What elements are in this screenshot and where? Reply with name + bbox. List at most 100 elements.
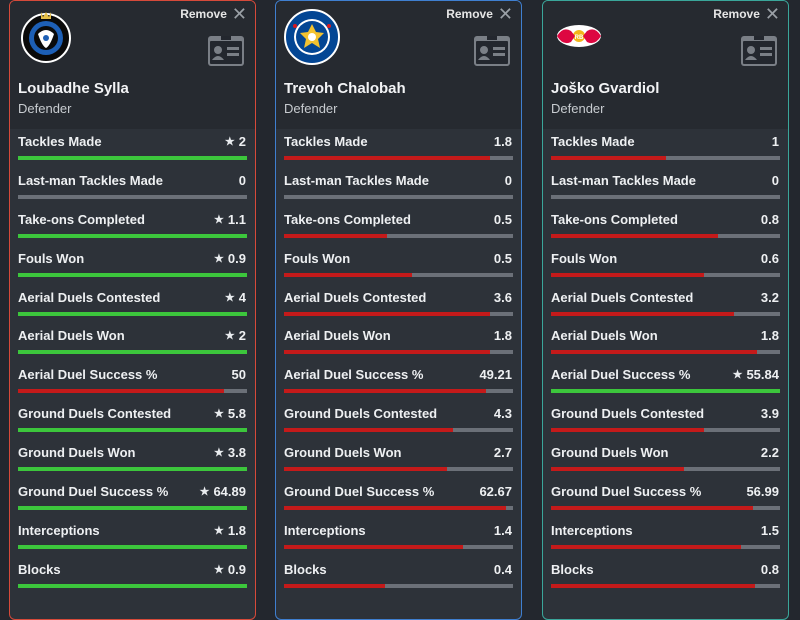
stat-row: Blocks ★ 0.9 bbox=[10, 557, 255, 596]
stat-value: 1.4 bbox=[493, 522, 512, 538]
stat-value: 4.3 bbox=[493, 406, 512, 422]
stat-label: Ground Duel Success % bbox=[284, 484, 435, 500]
stat-label: Blocks bbox=[18, 561, 61, 577]
stat-label: Take-ons Completed bbox=[18, 211, 145, 227]
stat-bar-track bbox=[284, 583, 513, 588]
stat-value-group: 4.3 bbox=[494, 406, 512, 421]
stat-row: Aerial Duels Contested 3.2 bbox=[543, 285, 788, 324]
stat-value-group: ★ 3.8 bbox=[214, 445, 246, 460]
star-icon: ★ bbox=[224, 291, 235, 304]
stat-label: Fouls Won bbox=[284, 250, 351, 266]
stat-bar-track bbox=[284, 389, 513, 394]
stat-bar-track bbox=[551, 156, 780, 160]
player-card-header: RB Remove ✕ Joško Gvardiol Defender bbox=[543, 1, 788, 129]
stat-bar-fill bbox=[284, 350, 491, 355]
remove-button[interactable]: Remove ✕ bbox=[180, 4, 247, 24]
stat-bar-fill bbox=[551, 506, 753, 511]
star-icon: ★ bbox=[224, 136, 235, 148]
stat-bar-track bbox=[551, 389, 780, 394]
stat-label: Aerial Duels Won bbox=[551, 328, 658, 344]
stat-bar-fill bbox=[284, 233, 388, 238]
stat-value-group: 1.8 bbox=[494, 328, 512, 343]
stat-bar-track bbox=[551, 428, 780, 433]
stat-value: 49.21 bbox=[479, 367, 512, 383]
id-card-icon[interactable] bbox=[207, 35, 245, 67]
stat-value-group: 0 bbox=[239, 173, 246, 188]
stat-bar-track bbox=[18, 506, 247, 511]
remove-button[interactable]: Remove ✕ bbox=[446, 5, 513, 23]
stats-list: Tackles Made 1 Last-man Tackles Made 0 Take-… bbox=[543, 129, 788, 596]
stat-value: 0 bbox=[504, 172, 512, 188]
stat-value: 64.89 bbox=[213, 484, 246, 500]
stat-label: Blocks bbox=[284, 561, 327, 577]
stat-row: Take-ons Completed ★ 1.1 bbox=[10, 207, 255, 246]
remove-button[interactable]: Remove ✕ bbox=[713, 5, 780, 23]
stat-bar-track bbox=[18, 583, 247, 588]
stat-bar-fill bbox=[18, 156, 247, 160]
stat-value: 2.2 bbox=[760, 445, 779, 461]
stat-label: Aerial Duel Success % bbox=[551, 367, 691, 383]
stat-bar-fill bbox=[284, 389, 486, 394]
stat-value: 0.9 bbox=[227, 250, 246, 266]
stat-bar-fill bbox=[551, 311, 735, 316]
stat-row: Tackles Made 1 bbox=[543, 129, 788, 168]
stat-bar-track bbox=[284, 311, 513, 316]
stat-value-group: 1.8 bbox=[761, 328, 779, 343]
stat-label: Ground Duels Contested bbox=[284, 406, 438, 422]
stat-value-group: 0.6 bbox=[761, 251, 779, 266]
stat-bar-fill bbox=[551, 544, 742, 549]
svg-text:RB: RB bbox=[575, 35, 584, 41]
stat-bar-track bbox=[551, 544, 780, 549]
stat-bar-fill bbox=[551, 272, 705, 277]
stat-row: Interceptions ★ 1.8 bbox=[10, 518, 255, 557]
stat-value-group: 0 bbox=[505, 173, 512, 188]
stat-value: 1.8 bbox=[493, 328, 512, 344]
stat-bar-fill bbox=[284, 272, 413, 277]
stat-value-group: 0.4 bbox=[494, 562, 512, 577]
stat-label: Tackles Made bbox=[284, 134, 368, 149]
stat-row: Tackles Made ★ 2 bbox=[10, 129, 255, 168]
id-card-icon[interactable] bbox=[740, 35, 778, 67]
stat-label: Ground Duel Success % bbox=[551, 484, 702, 500]
stat-value: 0.5 bbox=[493, 250, 512, 266]
stat-bar-fill bbox=[284, 467, 447, 472]
stat-value: 1.5 bbox=[760, 522, 779, 538]
stat-label: Aerial Duel Success % bbox=[284, 367, 424, 383]
stat-bar-fill bbox=[551, 350, 758, 355]
stat-bar-fill bbox=[18, 389, 225, 394]
stat-value-group: ★ 1.8 bbox=[214, 523, 246, 538]
stat-row: Interceptions 1.4 bbox=[276, 518, 521, 557]
player-position: Defender bbox=[18, 101, 72, 116]
stat-value-group: ★ 0.9 bbox=[214, 251, 246, 266]
player-name: Loubadhe Sylla bbox=[18, 80, 129, 97]
id-card-icon[interactable] bbox=[473, 35, 511, 67]
stat-bar-track bbox=[18, 311, 247, 316]
stat-row: Take-ons Completed 0.5 bbox=[276, 207, 521, 246]
stat-row: Aerial Duel Success % 49.21 bbox=[276, 362, 521, 401]
close-icon: ✕ bbox=[231, 4, 247, 24]
stat-value-group: 3.2 bbox=[761, 290, 779, 305]
stat-row: Interceptions 1.5 bbox=[543, 518, 788, 557]
stat-bar-fill bbox=[18, 233, 247, 238]
stat-bar-track bbox=[18, 389, 247, 394]
stat-value-group: 2.2 bbox=[761, 445, 779, 460]
stat-label: Interceptions bbox=[18, 522, 100, 538]
stat-row: Fouls Won 0.6 bbox=[543, 246, 788, 285]
stat-value: 1.8 bbox=[227, 522, 246, 538]
star-icon: ★ bbox=[224, 330, 235, 343]
remove-label: Remove bbox=[180, 7, 227, 21]
stat-bar-fill bbox=[18, 272, 247, 277]
stat-label: Interceptions bbox=[551, 522, 633, 538]
stat-value: 55.84 bbox=[746, 367, 779, 383]
stat-row: Ground Duel Success % 62.67 bbox=[276, 479, 521, 518]
stat-label: Tackles Made bbox=[18, 134, 102, 149]
stat-row: Aerial Duels Contested 3.6 bbox=[276, 285, 521, 324]
club-brugge-crest-icon bbox=[21, 12, 71, 63]
player-position: Defender bbox=[551, 101, 605, 116]
star-icon: ★ bbox=[214, 563, 224, 576]
stat-bar-track bbox=[551, 467, 780, 472]
player-name: Trevoh Chalobah bbox=[284, 80, 406, 97]
stat-bar-fill bbox=[18, 467, 247, 472]
stat-bar-track bbox=[284, 506, 513, 511]
stat-value: 3.9 bbox=[760, 406, 779, 422]
